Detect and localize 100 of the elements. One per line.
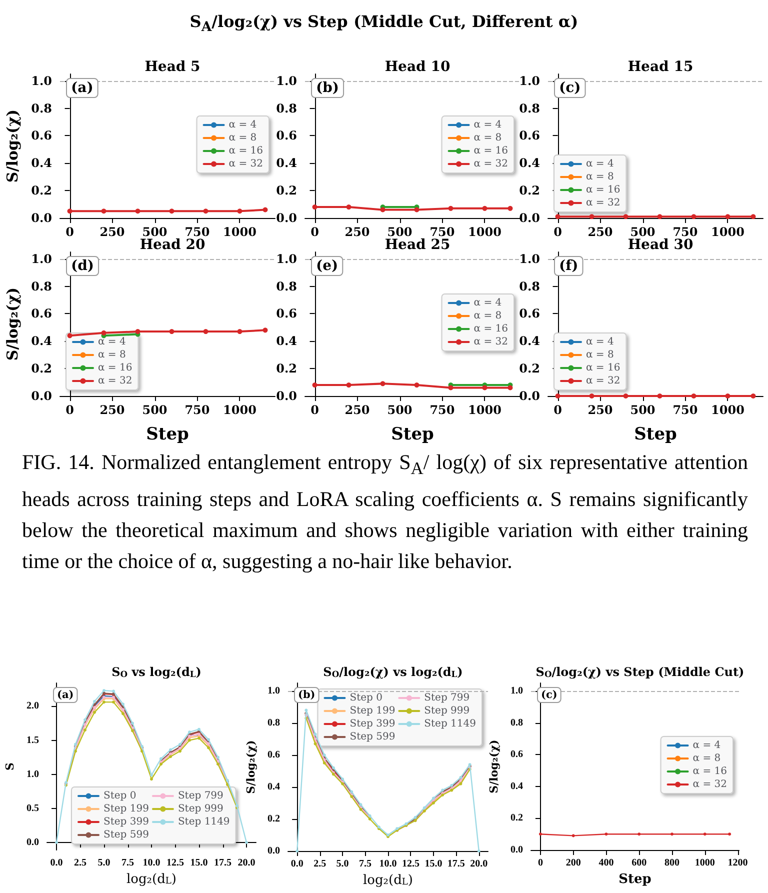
legend-label: α = 32	[586, 198, 620, 208]
chart-title: Head 15	[628, 59, 694, 75]
y-tick-label: 0.2	[510, 812, 523, 824]
x-tick-label: 500	[630, 403, 656, 417]
y-axis-title: S	[4, 762, 17, 770]
legend-label: Step 399	[104, 816, 149, 828]
y-tick-label: 0.2	[519, 184, 540, 198]
y-tick-label: 0.6	[276, 128, 297, 143]
legend-label: Step 0	[104, 790, 136, 802]
y-tick-label: 0.2	[519, 362, 540, 376]
y-axis-title: S/log₂(χ)	[488, 740, 501, 794]
y-tick-label: 1.0	[31, 252, 52, 266]
legend-label: Step 599	[350, 732, 396, 742]
x-tick-label: 250	[588, 403, 613, 417]
y-tick-label: 0.2	[276, 362, 297, 376]
legend-label: α = 16	[586, 184, 620, 196]
y-axis-title: S/log₂(χ)	[4, 109, 22, 183]
y-tick-label: 0.0	[31, 211, 52, 225]
x-tick-label: 1200	[728, 858, 748, 868]
legend-label: α = 16	[474, 324, 508, 334]
legend-label: α = 4	[586, 336, 614, 348]
y-tick-label: 0.0	[31, 389, 52, 403]
x-tick-label: 750	[672, 403, 698, 417]
annotation: (c)	[541, 689, 558, 701]
legend-label: α = 8	[474, 132, 502, 144]
annotation: (e)	[316, 258, 338, 274]
y-tick-label: 0.2	[276, 184, 297, 198]
x-tick-label: 17.5	[447, 858, 465, 870]
y-tick-label: 0.4	[519, 334, 540, 348]
y-tick-label: 0.4	[510, 780, 523, 792]
legend-label: α = 4	[474, 120, 502, 130]
y-tick-label: 0.6	[268, 750, 280, 760]
x-tick-label: 1000	[223, 403, 256, 417]
y-tick-label: 0.2	[31, 184, 52, 198]
y-tick-label: 0.0	[510, 844, 523, 856]
y-tick-label: 0.8	[276, 279, 297, 294]
x-tick-label: 10.0	[379, 858, 397, 870]
x-tick-label: 5.0	[98, 858, 110, 868]
x-tick-label: 1000	[694, 858, 715, 868]
x-tick-label: 17.5	[214, 858, 232, 868]
legend-label: Step 799	[178, 790, 224, 802]
legend-label: Step 199	[350, 706, 396, 716]
annotation: (b)	[298, 689, 316, 701]
x-tick-label: 0	[310, 225, 319, 239]
legend-label: α = 8	[228, 132, 257, 144]
y-tick-label: 1.0	[519, 252, 540, 266]
x-tick-label: 20.0	[470, 858, 488, 870]
legend-label: α = 16	[586, 362, 620, 374]
legend-label: Step 1149	[178, 816, 230, 828]
y-tick-label: 0.8	[31, 101, 52, 116]
y-tick-label: 1.0	[510, 685, 523, 696]
legend-label: α = 16	[474, 146, 508, 156]
x-tick-label: 1000	[711, 225, 744, 239]
chart-title: SO/log₂(χ) vs Step (Middle Cut)	[536, 665, 744, 680]
legend-label: Step 999	[424, 706, 470, 716]
legend-label: Step 1149	[424, 718, 476, 730]
y-tick-label: 0.2	[268, 814, 280, 824]
chart-title: SO/log₂(χ) vs log₂(dL)	[323, 665, 463, 680]
y-tick-label: 0.6	[510, 749, 523, 760]
legend-label: α = 16	[692, 766, 728, 777]
y-tick-label: 0.4	[276, 156, 297, 170]
annotation: (b)	[316, 80, 340, 96]
annotation: (f)	[559, 258, 578, 274]
y-tick-label: 0.4	[268, 782, 280, 792]
x-tick-label: 0	[310, 403, 319, 417]
y-tick-label: 0.6	[31, 306, 52, 321]
x-tick-label: 250	[100, 225, 125, 239]
chart-title: Head 30	[628, 237, 694, 253]
y-tick-label: 1.0	[31, 74, 52, 88]
y-tick-label: 0.0	[26, 837, 39, 848]
y-tick-label: 0.6	[31, 128, 52, 143]
x-tick-label: 1000	[223, 225, 256, 239]
x-axis-title: log₂(dL)	[126, 872, 177, 887]
y-tick-label: 1.0	[268, 686, 280, 696]
x-tick-label: 250	[588, 225, 613, 239]
x-tick-label: 250	[344, 225, 370, 239]
y-tick-label: 0.8	[268, 718, 280, 728]
chart-title: Head 20	[140, 237, 206, 253]
legend-label: α = 16	[228, 146, 264, 156]
legend-label: α = 32	[474, 336, 508, 348]
x-tick-label: 750	[184, 403, 210, 417]
x-tick-label: 12.5	[402, 858, 420, 870]
y-tick-label: 0.6	[519, 128, 540, 143]
legend-label: Step 599	[104, 830, 149, 840]
legend-label: α = 32	[474, 158, 508, 170]
x-tick-label: 20.0	[238, 858, 256, 868]
x-axis-title: log₂(dL)	[362, 872, 414, 888]
x-tick-label: 600	[632, 858, 647, 868]
x-tick-label: 500	[387, 403, 412, 417]
legend-label: α = 4	[474, 298, 502, 308]
x-tick-label: 2.5	[74, 858, 86, 868]
y-tick-label: 1.0	[276, 74, 297, 88]
caption: FIG. 14. Normalized entanglement entropy S$_{A}$/ log(χ) of six representative attention heads across training steps and LoRA scaling coefficients α. S remains significantly below the theoretical maximum and shows negligible variation with either training time or the choice of α, suggesting a no-hair like behavior.	[22, 449, 748, 576]
x-tick-label: 0.0	[50, 858, 63, 868]
x-tick-label: 1000	[468, 403, 502, 417]
chart-title: Head 25	[384, 237, 450, 253]
legend-label: Step 0	[350, 692, 382, 704]
x-tick-label: 0	[554, 403, 562, 417]
legend-label: α = 4	[228, 120, 257, 130]
legend-label: α = 4	[98, 336, 126, 348]
